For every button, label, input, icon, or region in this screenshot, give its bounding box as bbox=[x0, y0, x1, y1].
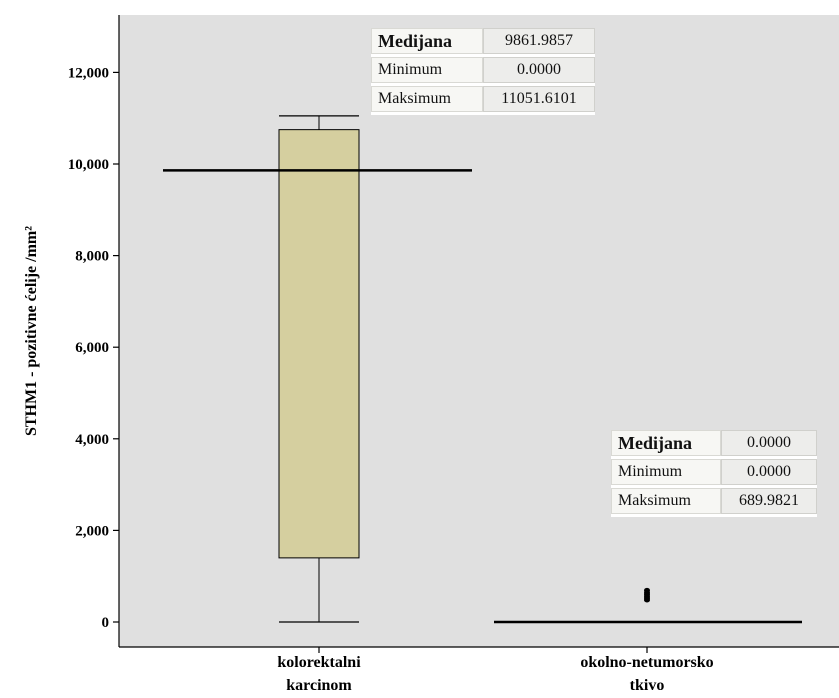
box-group bbox=[163, 115, 472, 623]
y-axis-label: STHM1 - pozitivne ćelije /mm² bbox=[23, 226, 40, 436]
x-tick-label: kolorektalni karcinom bbox=[277, 654, 361, 694]
stat-value: 9861.9857 bbox=[483, 28, 595, 54]
y-tick-label: 6,000 bbox=[75, 340, 109, 356]
stat-label: Minimum bbox=[611, 459, 721, 485]
stat-value: 0.0000 bbox=[721, 430, 817, 456]
y-tick-label: 4,000 bbox=[75, 432, 109, 448]
x-tick-label-line: kolorektalni bbox=[277, 654, 361, 671]
box bbox=[278, 129, 360, 559]
stat-label: Maksimum bbox=[371, 86, 483, 112]
stat-row-maximum: Maksimum 689.9821 bbox=[611, 488, 817, 514]
y-tick-label: 10,000 bbox=[68, 157, 109, 173]
y-tick-label: 12,000 bbox=[68, 65, 109, 81]
stat-label: Maksimum bbox=[611, 488, 721, 514]
stat-value: 0.0000 bbox=[483, 57, 595, 83]
stats-table-okolno-netumorsko: Medijana 0.0000 Minimum 0.0000 Maksimum … bbox=[611, 430, 817, 517]
x-tick-label-line: okolno-netumorsko bbox=[580, 654, 713, 671]
stat-row-minimum: Minimum 0.0000 bbox=[611, 459, 817, 485]
stat-row-maximum: Maksimum 11051.6101 bbox=[371, 86, 595, 112]
plot-area bbox=[119, 15, 839, 647]
stat-row-minimum: Minimum 0.0000 bbox=[371, 57, 595, 83]
outlier-point bbox=[644, 587, 650, 593]
stat-label: Minimum bbox=[371, 57, 483, 83]
y-tick-label: 8,000 bbox=[75, 249, 109, 265]
x-tick-label-line: tkivo bbox=[630, 677, 665, 694]
stat-value: 0.0000 bbox=[721, 459, 817, 485]
stat-value: 689.9821 bbox=[721, 488, 817, 514]
y-tick-label: 0 bbox=[102, 615, 110, 631]
stat-label: Medijana bbox=[371, 28, 483, 54]
stats-table-kolorektalni: Medijana 9861.9857 Minimum 0.0000 Maksim… bbox=[371, 28, 595, 115]
stat-row-median: Medijana 9861.9857 bbox=[371, 28, 595, 54]
box-group bbox=[494, 587, 802, 624]
x-tick-label-line: karcinom bbox=[286, 677, 352, 694]
stat-label: Medijana bbox=[611, 430, 721, 456]
stat-value: 11051.6101 bbox=[483, 86, 595, 112]
y-tick-label: 2,000 bbox=[75, 523, 109, 539]
stat-row-median: Medijana 0.0000 bbox=[611, 430, 817, 456]
x-tick-label: okolno-netumorsko tkivo bbox=[580, 654, 713, 694]
